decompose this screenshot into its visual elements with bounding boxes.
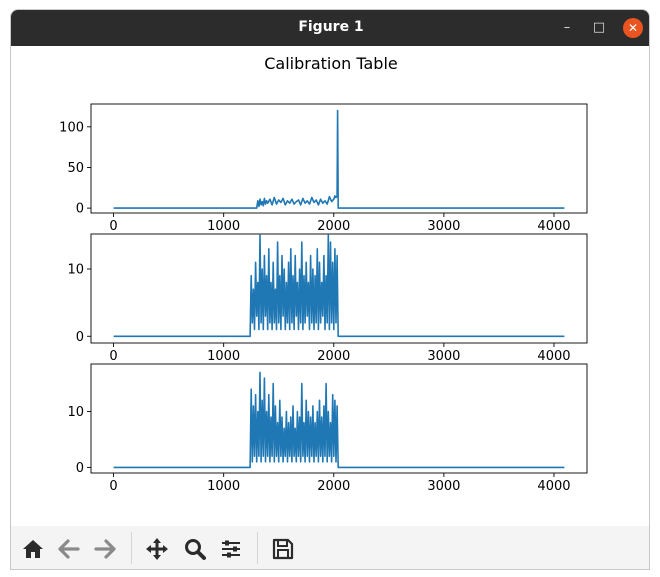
close-icon[interactable]: ✕ (623, 18, 643, 38)
navigation-toolbar (11, 526, 649, 569)
x-tick-label: 4000 (537, 479, 570, 494)
axes-panel-3: 0 1000 2000 3000 4000 0 10 (67, 363, 588, 494)
x-tick-label: 2000 (317, 219, 350, 234)
minimize-icon[interactable]: – (563, 20, 571, 35)
chart-title: Calibration Table (264, 54, 398, 73)
window-title: Figure 1 (298, 19, 364, 35)
pan-icon[interactable] (143, 535, 171, 563)
x-tick-label: 0 (109, 349, 117, 364)
x-tick-label: 2000 (317, 349, 350, 364)
x-tick-label: 3000 (427, 349, 460, 364)
series-line-panel-1 (113, 109, 565, 209)
configure-subplots-icon[interactable] (217, 535, 245, 563)
back-icon[interactable] (55, 535, 83, 563)
series-line-panel-3 (113, 371, 565, 469)
zoom-icon[interactable] (181, 535, 209, 563)
toolbar-separator (131, 532, 132, 564)
x-tick-label: 1000 (207, 219, 240, 234)
x-tick-label: 1000 (207, 349, 240, 364)
x-tick-label: 3000 (427, 479, 460, 494)
y-tick-label: 0 (76, 202, 84, 217)
axes-panel-2: 0 1000 2000 3000 4000 0 10 (67, 233, 588, 364)
axes-panel-1: 0 1000 2000 3000 4000 0 50 100 (59, 103, 588, 234)
y-tick-label: 0 (76, 461, 84, 476)
save-icon[interactable] (269, 535, 297, 563)
toolbar-separator (257, 532, 258, 564)
figure-window: Figure 1 – □ ✕ Calibration Table 0 1000 20… (10, 9, 650, 570)
axes-frame (90, 363, 588, 474)
x-tick-label: 4000 (537, 219, 570, 234)
x-tick-label: 0 (109, 219, 117, 234)
x-tick-label: 2000 (317, 479, 350, 494)
y-tick-label: 10 (67, 262, 84, 277)
series-line-panel-2 (113, 234, 565, 338)
axes-frame (90, 233, 588, 344)
y-tick-label: 0 (76, 330, 84, 345)
figure-canvas[interactable]: Calibration Table 0 1000 2000 3000 400005010… (11, 46, 650, 526)
axes-frame (90, 103, 588, 214)
x-tick-label: 1000 (207, 479, 240, 494)
title-bar[interactable]: Figure 1 – □ ✕ (11, 10, 649, 46)
maximize-icon[interactable]: □ (592, 20, 606, 35)
y-tick-label: 100 (59, 120, 84, 135)
y-tick-label: 10 (67, 405, 84, 420)
home-icon[interactable] (19, 535, 47, 563)
x-tick-label: 4000 (537, 349, 570, 364)
y-tick-label: 50 (67, 161, 84, 176)
forward-icon[interactable] (91, 535, 119, 563)
x-tick-label: 0 (109, 479, 117, 494)
x-tick-label: 3000 (427, 219, 460, 234)
